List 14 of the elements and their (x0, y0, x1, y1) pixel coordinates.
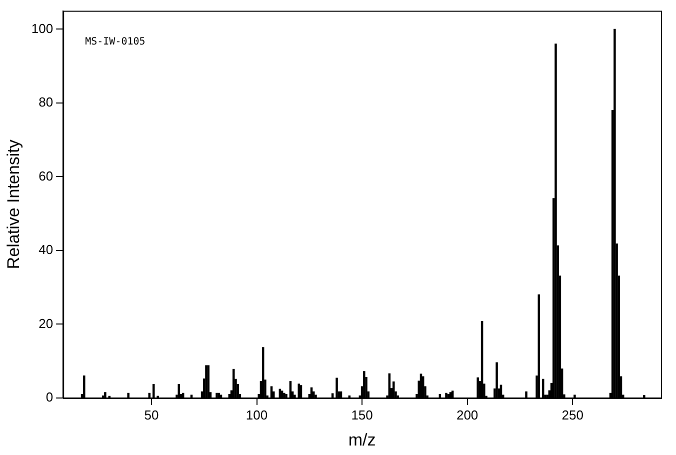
x-tick-label: 250 (562, 407, 584, 422)
x-tick-label: 150 (351, 407, 373, 422)
x-tick-label: 50 (144, 407, 159, 422)
x-axis-title: m/z (348, 430, 376, 450)
y-tick-label: 40 (38, 242, 54, 258)
y-tick-label: 60 (38, 168, 54, 184)
y-tick-label: 0 (46, 390, 54, 405)
y-tick-label: 100 (31, 20, 54, 36)
x-tick-label: 200 (456, 407, 478, 422)
y-tick-label: 80 (38, 94, 54, 110)
y-tick-label: 20 (38, 316, 54, 331)
y-axis-title: Relative Intensity (4, 139, 23, 270)
annotation: MS-IW-0105 (85, 36, 146, 48)
x-tick-label: 100 (246, 407, 268, 422)
